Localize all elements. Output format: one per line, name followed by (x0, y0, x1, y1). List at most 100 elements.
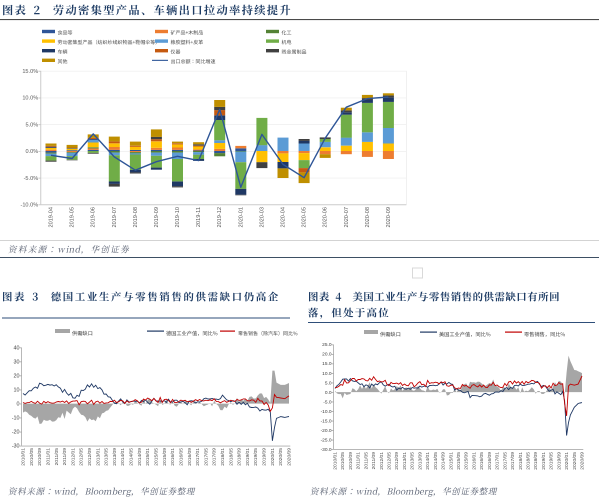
svg-text:2019/01: 2019/01 (245, 448, 251, 466)
svg-text:2019-10: 2019-10 (175, 207, 181, 228)
svg-text:2014/09: 2014/09 (441, 452, 447, 470)
svg-text:2011/05: 2011/05 (54, 448, 60, 466)
svg-text:2015/01: 2015/01 (448, 452, 454, 470)
svg-text:-20: -20 (12, 430, 20, 436)
svg-text:0.0: 0.0 (325, 390, 332, 396)
svg-text:2019/09: 2019/09 (556, 452, 562, 470)
svg-text:-5.0: -5.0 (323, 399, 332, 405)
svg-text:2018/09: 2018/09 (237, 448, 243, 466)
svg-text:2014/05: 2014/05 (129, 448, 135, 466)
svg-text:2017/05: 2017/05 (203, 448, 209, 466)
svg-text:2011/05: 2011/05 (363, 452, 369, 470)
svg-text:2016/09: 2016/09 (187, 448, 193, 466)
svg-text:5.0%: 5.0% (25, 122, 38, 128)
svg-text:-30: -30 (12, 444, 20, 450)
svg-text:2019-08: 2019-08 (133, 207, 139, 228)
svg-text:2013/01: 2013/01 (402, 452, 408, 470)
svg-text:2016/05: 2016/05 (479, 452, 485, 470)
svg-text:2020-01: 2020-01 (238, 207, 244, 228)
svg-text:2016/01: 2016/01 (170, 448, 176, 466)
svg-text:30: 30 (14, 359, 20, 365)
svg-text:2017/01: 2017/01 (195, 448, 201, 466)
svg-text:10.0%: 10.0% (22, 96, 38, 102)
svg-text:2017/09: 2017/09 (510, 452, 516, 470)
svg-text:0: 0 (17, 402, 20, 408)
svg-text:-25.0: -25.0 (321, 437, 332, 443)
svg-text:2018/05: 2018/05 (228, 448, 234, 466)
svg-text:2018/01: 2018/01 (220, 448, 226, 466)
svg-text:2017/01: 2017/01 (495, 452, 501, 470)
svg-text:25.0: 25.0 (322, 342, 332, 348)
svg-text:2016/05: 2016/05 (178, 448, 184, 466)
svg-text:-10.0%: -10.0% (20, 203, 38, 209)
svg-text:2015/05: 2015/05 (154, 448, 160, 466)
svg-text:0.0%: 0.0% (25, 149, 38, 155)
svg-text:2020/01: 2020/01 (564, 452, 570, 470)
svg-text:2015/05: 2015/05 (456, 452, 462, 470)
svg-text:2011/09: 2011/09 (62, 448, 68, 466)
svg-text:2017/05: 2017/05 (502, 452, 508, 470)
svg-text:10.0: 10.0 (322, 371, 332, 377)
svg-text:2019-12: 2019-12 (217, 207, 223, 228)
svg-text:2010/05: 2010/05 (340, 452, 346, 470)
svg-text:2013/05: 2013/05 (410, 452, 416, 470)
svg-text:2019-04: 2019-04 (49, 207, 55, 228)
svg-text:20.0: 20.0 (322, 352, 332, 358)
svg-text:2012/09: 2012/09 (87, 448, 93, 466)
svg-text:2019-06: 2019-06 (91, 207, 97, 228)
svg-text:2020/09: 2020/09 (287, 448, 293, 466)
svg-text:20: 20 (14, 373, 20, 379)
svg-text:2010/01: 2010/01 (333, 452, 339, 470)
svg-text:2010/09: 2010/09 (348, 452, 354, 470)
svg-text:2020/09: 2020/09 (580, 452, 586, 470)
svg-text:2020-03: 2020-03 (259, 207, 265, 228)
svg-text:2014/01: 2014/01 (120, 448, 126, 466)
svg-text:2012/05: 2012/05 (79, 448, 85, 466)
svg-text:15.0: 15.0 (322, 361, 332, 367)
svg-text:2015/01: 2015/01 (145, 448, 151, 466)
svg-text:2013/05: 2013/05 (104, 448, 110, 466)
svg-text:2020-05: 2020-05 (302, 207, 308, 228)
svg-text:2014/09: 2014/09 (137, 448, 143, 466)
svg-text:-30.0: -30.0 (321, 447, 332, 453)
svg-text:2010/01: 2010/01 (21, 448, 27, 466)
svg-text:2012/01: 2012/01 (70, 448, 76, 466)
svg-text:2014/05: 2014/05 (433, 452, 439, 470)
svg-text:2014/01: 2014/01 (425, 452, 431, 470)
svg-text:2019/01: 2019/01 (541, 452, 547, 470)
svg-text:2019-11: 2019-11 (196, 207, 202, 227)
svg-text:40: 40 (14, 345, 20, 351)
svg-text:2019/09: 2019/09 (262, 448, 268, 466)
svg-text:5.0: 5.0 (325, 380, 332, 386)
svg-text:-20.0: -20.0 (321, 428, 332, 434)
svg-text:-15.0: -15.0 (321, 418, 332, 424)
svg-text:2016/01: 2016/01 (471, 452, 477, 470)
svg-text:2020/01: 2020/01 (270, 448, 276, 466)
svg-text:2017/09: 2017/09 (212, 448, 218, 466)
svg-text:2020/05: 2020/05 (572, 452, 578, 470)
svg-text:2012/09: 2012/09 (394, 452, 400, 470)
svg-text:-10: -10 (12, 416, 20, 422)
svg-text:2010/05: 2010/05 (29, 448, 35, 466)
svg-text:2011/01: 2011/01 (356, 452, 362, 470)
svg-text:2020-09: 2020-09 (386, 207, 392, 228)
svg-text:2012/01: 2012/01 (379, 452, 385, 470)
svg-text:15.0%: 15.0% (22, 69, 38, 75)
svg-text:2020/05: 2020/05 (278, 448, 284, 466)
svg-text:-5.0%: -5.0% (24, 176, 39, 182)
svg-text:2018/01: 2018/01 (518, 452, 524, 470)
svg-text:2019/05: 2019/05 (549, 452, 555, 470)
svg-text:2020-08: 2020-08 (365, 207, 371, 228)
svg-text:2015/09: 2015/09 (162, 448, 168, 466)
svg-text:10: 10 (14, 388, 20, 394)
svg-text:2015/09: 2015/09 (464, 452, 470, 470)
svg-text:2019-09: 2019-09 (154, 207, 160, 228)
svg-text:2010/09: 2010/09 (37, 448, 43, 466)
svg-text:2011/09: 2011/09 (371, 452, 377, 470)
svg-text:2019-07: 2019-07 (112, 207, 118, 228)
svg-text:-10.0: -10.0 (321, 409, 332, 415)
svg-text:2013/09: 2013/09 (112, 448, 118, 466)
svg-text:2013/01: 2013/01 (95, 448, 101, 466)
svg-text:2019/05: 2019/05 (253, 448, 259, 466)
svg-text:2016/09: 2016/09 (487, 452, 493, 470)
